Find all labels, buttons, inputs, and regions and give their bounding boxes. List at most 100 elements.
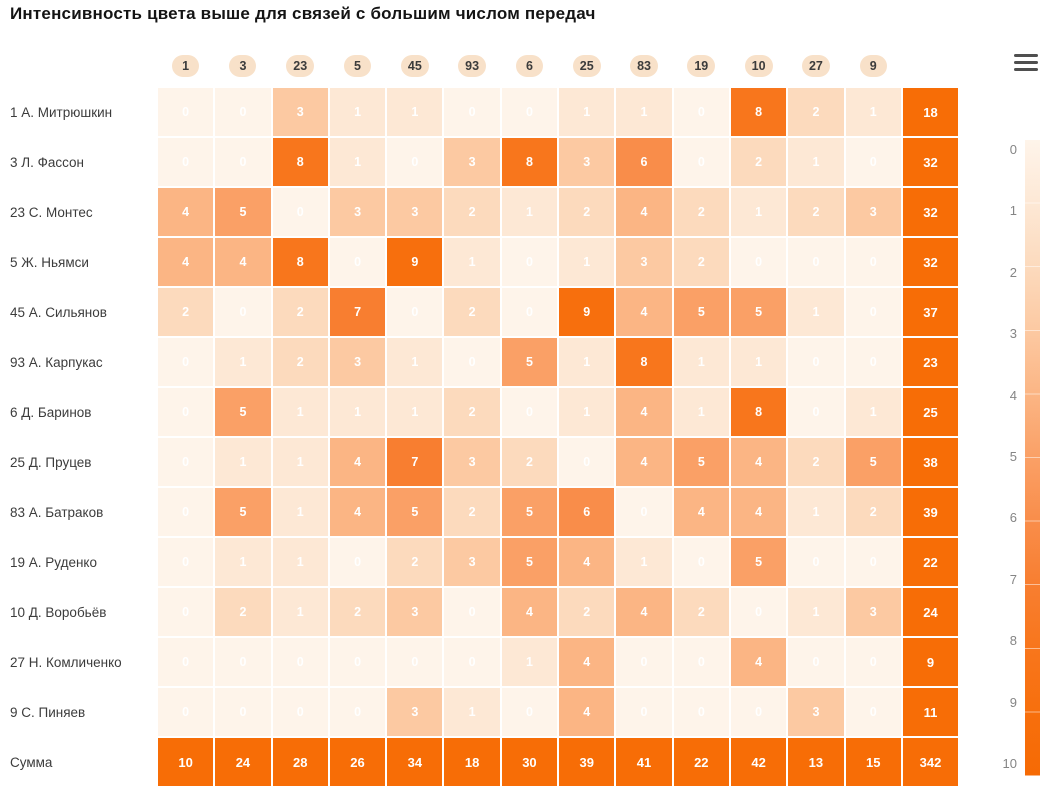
heatmap-cell[interactable]: 0	[158, 488, 214, 536]
column-total-cell[interactable]: 30	[501, 738, 558, 786]
heatmap-cell[interactable]: 4	[559, 538, 615, 586]
row-total-cell[interactable]: 25	[902, 388, 959, 436]
heatmap-cell[interactable]: 0	[730, 588, 787, 636]
heatmap-cell[interactable]: 7	[387, 438, 443, 486]
heatmap-cell[interactable]: 0	[387, 638, 443, 686]
heatmap-cell[interactable]: 5	[501, 338, 558, 386]
column-total-cell[interactable]: 13	[788, 738, 844, 786]
column-total-cell[interactable]: 18	[444, 738, 500, 786]
heatmap-cell[interactable]: 0	[788, 638, 844, 686]
heatmap-cell[interactable]: 2	[329, 588, 386, 636]
heatmap-cell[interactable]: 8	[272, 138, 328, 186]
heatmap-cell[interactable]: 1	[559, 88, 615, 136]
heatmap-cell[interactable]: 0	[788, 538, 844, 586]
heatmap-cell[interactable]: 1	[730, 188, 787, 236]
grand-total-cell[interactable]: 342	[902, 738, 959, 786]
heatmap-cell[interactable]: 2	[730, 138, 787, 186]
heatmap-cell[interactable]: 1	[444, 238, 500, 286]
heatmap-cell[interactable]: 5	[730, 288, 787, 336]
heatmap-cell[interactable]: 1	[730, 338, 787, 386]
heatmap-cell[interactable]: 1	[387, 338, 443, 386]
heatmap-cell[interactable]: 2	[444, 388, 500, 436]
heatmap-cell[interactable]: 3	[329, 188, 386, 236]
heatmap-cell[interactable]: 0	[158, 688, 214, 736]
heatmap-cell[interactable]: 9	[387, 238, 443, 286]
heatmap-cell[interactable]: 2	[444, 188, 500, 236]
row-total-cell[interactable]: 9	[902, 638, 959, 686]
heatmap-cell[interactable]: 7	[329, 288, 386, 336]
column-total-cell[interactable]: 10	[158, 738, 214, 786]
heatmap-cell[interactable]: 1	[272, 438, 328, 486]
heatmap-cell[interactable]: 0	[501, 88, 558, 136]
hamburger-menu-icon[interactable]	[1014, 54, 1038, 71]
heatmap-cell[interactable]: 5	[215, 488, 271, 536]
heatmap-cell[interactable]: 3	[788, 688, 844, 736]
heatmap-cell[interactable]: 0	[673, 138, 729, 186]
heatmap-cell[interactable]: 3	[329, 338, 386, 386]
heatmap-cell[interactable]: 1	[215, 338, 271, 386]
heatmap-cell[interactable]: 1	[788, 288, 844, 336]
heatmap-cell[interactable]: 2	[387, 538, 443, 586]
heatmap-cell[interactable]: 0	[845, 538, 901, 586]
heatmap-cell[interactable]: 5	[730, 538, 787, 586]
heatmap-cell[interactable]: 1	[329, 388, 386, 436]
heatmap-cell[interactable]: 1	[788, 138, 844, 186]
heatmap-cell[interactable]: 1	[272, 588, 328, 636]
heatmap-cell[interactable]: 3	[444, 138, 500, 186]
heatmap-cell[interactable]: 3	[444, 538, 500, 586]
heatmap-cell[interactable]: 0	[329, 238, 386, 286]
heatmap-cell[interactable]: 0	[444, 588, 500, 636]
heatmap-cell[interactable]: 1	[673, 338, 729, 386]
heatmap-cell[interactable]: 5	[673, 288, 729, 336]
heatmap-cell[interactable]: 1	[501, 188, 558, 236]
heatmap-cell[interactable]: 0	[215, 138, 271, 186]
heatmap-cell[interactable]: 8	[616, 338, 672, 386]
column-total-cell[interactable]: 28	[272, 738, 328, 786]
heatmap-cell[interactable]: 1	[788, 588, 844, 636]
heatmap-cell[interactable]: 0	[845, 288, 901, 336]
heatmap-cell[interactable]: 4	[616, 288, 672, 336]
column-total-cell[interactable]: 41	[616, 738, 672, 786]
heatmap-cell[interactable]: 0	[329, 538, 386, 586]
heatmap-cell[interactable]: 0	[730, 238, 787, 286]
heatmap-cell[interactable]: 4	[673, 488, 729, 536]
heatmap-cell[interactable]: 2	[788, 88, 844, 136]
row-total-cell[interactable]: 23	[902, 338, 959, 386]
heatmap-cell[interactable]: 3	[387, 188, 443, 236]
heatmap-cell[interactable]: 0	[215, 688, 271, 736]
heatmap-cell[interactable]: 0	[387, 288, 443, 336]
heatmap-cell[interactable]: 0	[329, 638, 386, 686]
heatmap-cell[interactable]: 0	[845, 638, 901, 686]
heatmap-cell[interactable]: 1	[616, 538, 672, 586]
heatmap-cell[interactable]: 0	[158, 138, 214, 186]
heatmap-cell[interactable]: 4	[616, 188, 672, 236]
heatmap-cell[interactable]: 4	[616, 388, 672, 436]
heatmap-cell[interactable]: 1	[559, 238, 615, 286]
heatmap-cell[interactable]: 0	[845, 688, 901, 736]
heatmap-cell[interactable]: 3	[272, 88, 328, 136]
heatmap-cell[interactable]: 0	[673, 638, 729, 686]
heatmap-cell[interactable]: 5	[215, 388, 271, 436]
heatmap-cell[interactable]: 1	[559, 388, 615, 436]
heatmap-cell[interactable]: 1	[387, 88, 443, 136]
heatmap-cell[interactable]: 9	[559, 288, 615, 336]
heatmap-cell[interactable]: 0	[158, 638, 214, 686]
heatmap-cell[interactable]: 2	[501, 438, 558, 486]
heatmap-cell[interactable]: 6	[616, 138, 672, 186]
heatmap-cell[interactable]: 3	[387, 688, 443, 736]
heatmap-cell[interactable]: 2	[158, 288, 214, 336]
column-total-cell[interactable]: 26	[329, 738, 386, 786]
row-total-cell[interactable]: 32	[902, 238, 959, 286]
heatmap-cell[interactable]: 0	[387, 138, 443, 186]
row-total-cell[interactable]: 32	[902, 138, 959, 186]
row-total-cell[interactable]: 39	[902, 488, 959, 536]
heatmap-cell[interactable]: 5	[501, 488, 558, 536]
heatmap-cell[interactable]: 0	[444, 88, 500, 136]
heatmap-cell[interactable]: 5	[501, 538, 558, 586]
heatmap-cell[interactable]: 2	[272, 338, 328, 386]
heatmap-cell[interactable]: 3	[559, 138, 615, 186]
heatmap-cell[interactable]: 1	[329, 88, 386, 136]
heatmap-cell[interactable]: 8	[730, 388, 787, 436]
heatmap-cell[interactable]: 5	[845, 438, 901, 486]
heatmap-cell[interactable]: 0	[158, 388, 214, 436]
